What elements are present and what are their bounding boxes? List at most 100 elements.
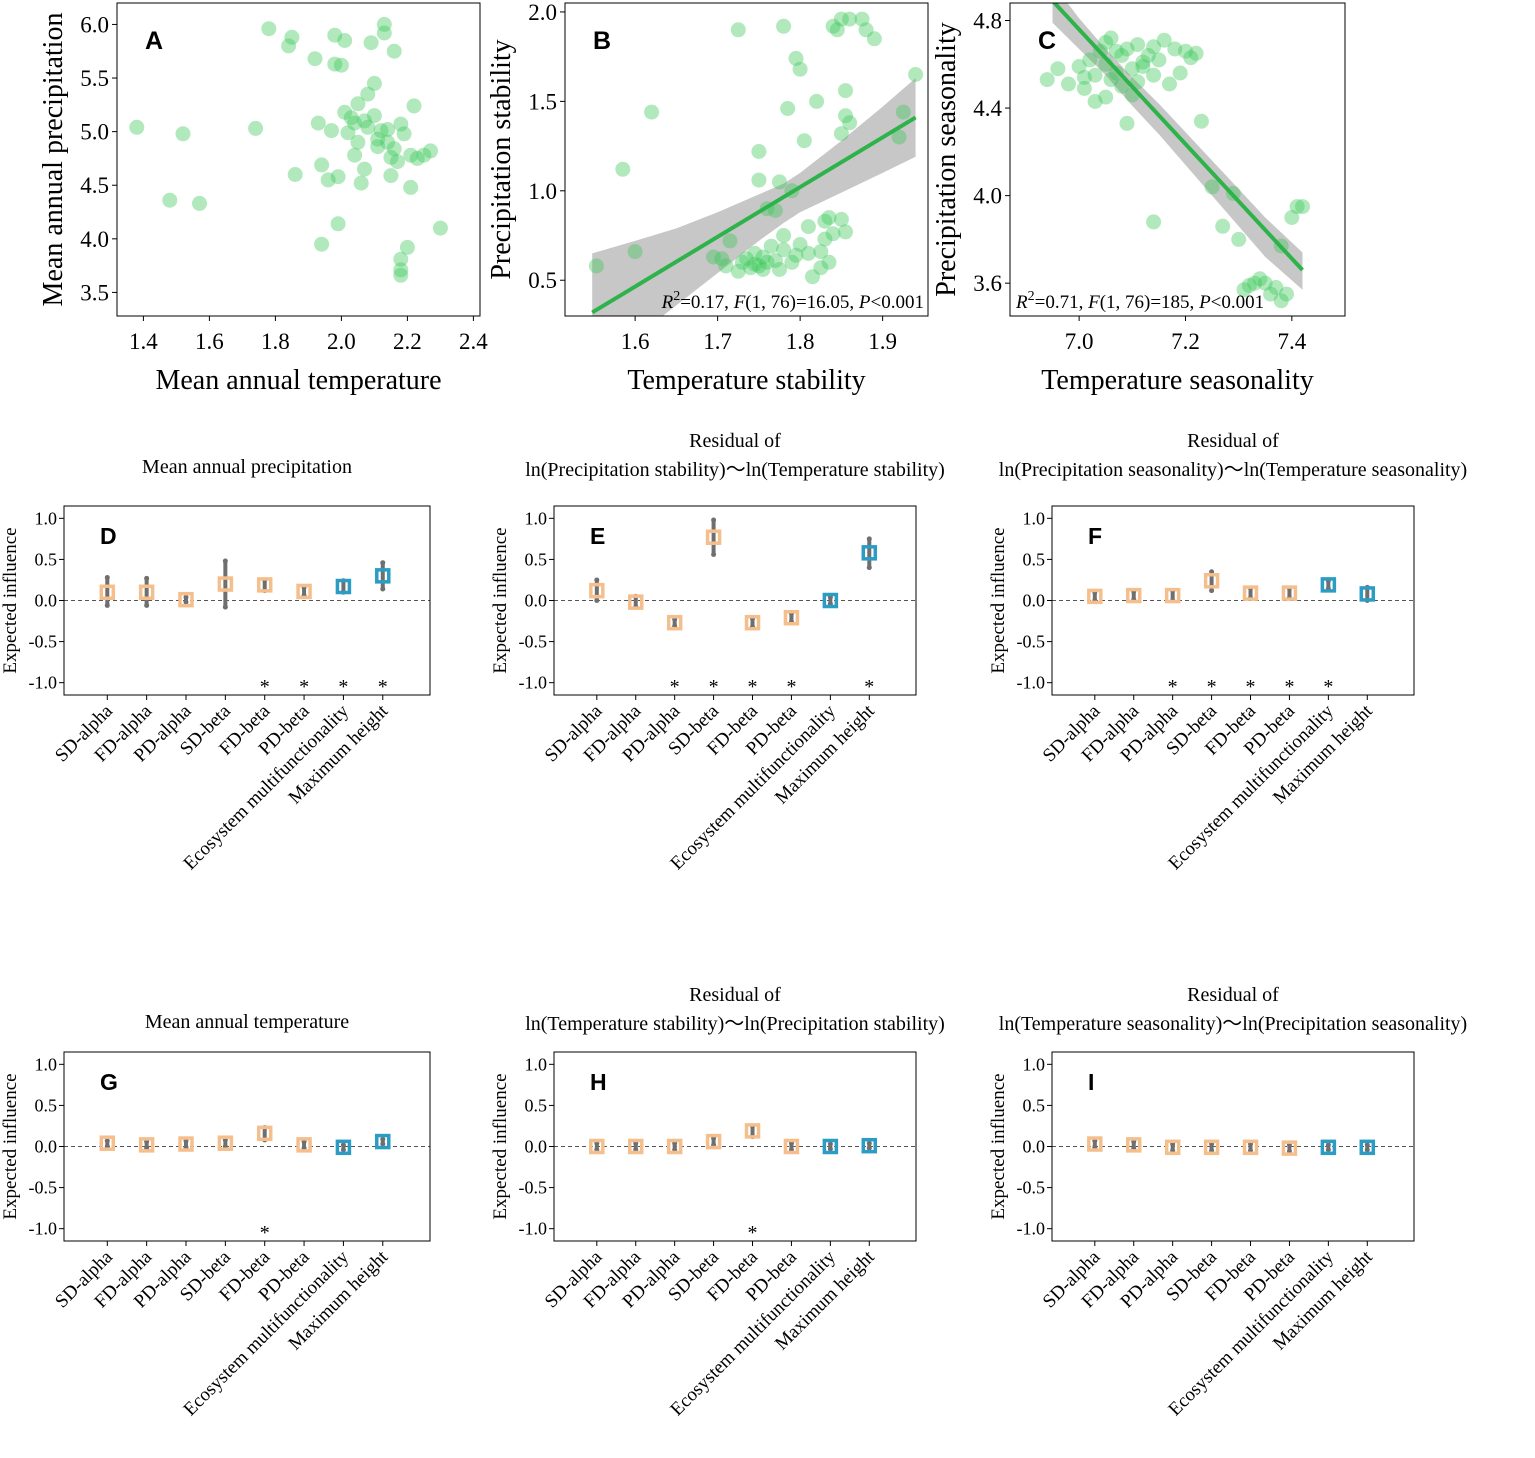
data-point xyxy=(409,150,425,166)
data-point xyxy=(792,61,808,77)
data-point xyxy=(809,93,825,109)
y-axis-label: Precipitation seasonality xyxy=(931,22,962,297)
data-point xyxy=(755,262,771,277)
y-axis-label: Expected influence xyxy=(490,1073,511,1219)
panel-title: Residual of xyxy=(689,430,781,452)
error-bar-cap xyxy=(1364,1147,1370,1153)
mean-marker xyxy=(1281,1140,1298,1156)
error-bar-cap xyxy=(380,586,386,592)
data-point xyxy=(393,116,409,132)
data-point xyxy=(1135,59,1151,74)
significance-marker: * xyxy=(299,676,309,698)
data-point xyxy=(1140,48,1156,63)
data-point xyxy=(350,96,366,112)
x-tick-label: 2.4 xyxy=(459,329,488,354)
data-point xyxy=(854,11,870,27)
mean-marker xyxy=(783,1138,800,1155)
data-point xyxy=(310,115,326,131)
error-bar-cap xyxy=(866,1145,872,1151)
mean-marker xyxy=(138,1137,155,1153)
data-point xyxy=(386,141,402,157)
y-tick-label: 1.0 xyxy=(35,508,58,528)
error-bar-cap xyxy=(594,598,600,603)
data-point xyxy=(866,31,882,47)
data-point xyxy=(287,167,303,182)
panel-title: Residual of xyxy=(1187,430,1279,452)
mean-marker xyxy=(178,591,194,608)
mean-marker xyxy=(744,614,761,631)
mean-marker xyxy=(705,529,722,545)
data-point xyxy=(817,213,833,229)
significance-marker: * xyxy=(260,676,270,698)
panel-label: G xyxy=(100,1069,118,1095)
data-point xyxy=(833,11,849,27)
data-point xyxy=(734,254,750,270)
x-axis-label: Mean annual temperature xyxy=(155,365,441,396)
y-tick-label: 1.0 xyxy=(525,508,548,528)
mean-marker xyxy=(256,1125,273,1142)
data-point xyxy=(1108,43,1124,59)
data-point xyxy=(1087,94,1103,109)
y-tick-label: -0.5 xyxy=(1017,1178,1046,1198)
data-point xyxy=(399,239,415,255)
data-point xyxy=(1103,72,1119,88)
x-tick-label: 2.0 xyxy=(327,329,356,354)
x-tick-label: 1.4 xyxy=(129,329,158,354)
data-point xyxy=(891,129,907,145)
data-point xyxy=(1071,59,1087,74)
mean-marker xyxy=(178,1136,194,1152)
data-point xyxy=(393,251,409,267)
x-axis-label: Temperature stability xyxy=(627,365,865,396)
panel-label: D xyxy=(100,523,117,549)
effect-panel-D: Mean annual precipitation -1.0 -0.5 0.0 0.5 1… xyxy=(0,456,431,874)
data-point xyxy=(1204,179,1220,195)
x-tick-label: 1.7 xyxy=(703,329,732,354)
mean-marker xyxy=(1164,1139,1181,1156)
error-bar-cap xyxy=(827,1146,833,1152)
data-point xyxy=(1252,271,1268,287)
y-tick-label: 3.6 xyxy=(973,271,1002,296)
data-point xyxy=(314,157,330,173)
y-tick-label: 0.5 xyxy=(35,549,58,569)
mean-marker xyxy=(335,578,352,595)
data-point xyxy=(825,18,841,34)
data-point xyxy=(615,161,631,177)
data-point xyxy=(1215,218,1231,234)
mean-marker xyxy=(138,584,155,601)
scatter-panel-B: 1.6 1.7 1.8 1.9 0.5 1.0 1.5 2.0 Temperature stab… xyxy=(486,0,929,396)
scatter-panel-A: 1.4 1.6 1.8 2.0 2.2 2.4 3.5 4.0 4.5 5.0 5.5 6.0 Mean… xyxy=(38,2,488,396)
data-point xyxy=(360,119,376,135)
data-point xyxy=(813,244,829,260)
data-point xyxy=(780,101,796,116)
y-tick-label: -1.0 xyxy=(519,1219,548,1239)
significance-marker: * xyxy=(1246,676,1256,698)
y-tick-label: 2.0 xyxy=(528,0,557,25)
data-point xyxy=(821,210,837,226)
y-tick-label: -1.0 xyxy=(1017,673,1046,693)
mean-marker xyxy=(861,1137,878,1154)
data-point xyxy=(1098,89,1114,105)
data-point xyxy=(396,126,412,142)
regression-line xyxy=(591,115,917,315)
y-tick-label: 0.0 xyxy=(35,1137,58,1157)
plot-area xyxy=(588,11,924,316)
significance-marker: * xyxy=(864,676,874,698)
effect-panel-G: Mean annual temperature -1.0 -0.5 0.0 0.5 1.0… xyxy=(0,1011,431,1420)
x-axis-label: Temperature seasonality xyxy=(1041,365,1313,396)
data-point xyxy=(324,123,339,139)
y-axis-label: Precipitation stability xyxy=(486,39,517,279)
data-point xyxy=(175,126,191,142)
data-point xyxy=(718,258,734,274)
mean-marker xyxy=(1359,1139,1376,1156)
y-tick-label: 0.0 xyxy=(1023,591,1046,611)
data-point xyxy=(340,125,356,141)
data-point xyxy=(1114,78,1130,94)
panel-title: Mean annual precipitation xyxy=(142,456,352,478)
significance-marker: * xyxy=(1207,676,1217,698)
y-axis-label: Expected influence xyxy=(988,1073,1009,1219)
mean-marker xyxy=(705,1133,722,1150)
error-bar-cap xyxy=(144,575,150,581)
data-point xyxy=(1087,67,1103,83)
data-point xyxy=(1289,199,1305,215)
